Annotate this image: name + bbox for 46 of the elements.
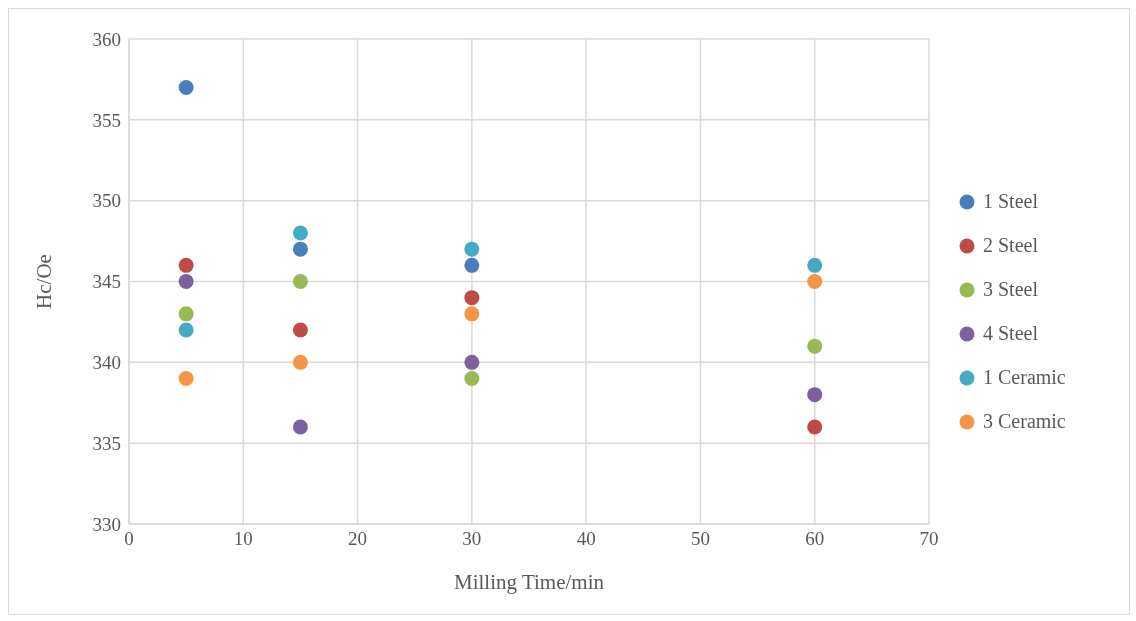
point: [807, 419, 823, 435]
y-axis-title: Hc/Oe: [32, 254, 57, 309]
y-tick-label: 330: [92, 513, 121, 535]
y-tick-label: 340: [92, 352, 121, 374]
x-tick-label: 0: [124, 528, 134, 550]
point: [292, 322, 308, 338]
point: [178, 306, 194, 322]
y-tick-label: 355: [92, 109, 121, 131]
x-tick-label: 40: [576, 528, 596, 550]
point: [464, 257, 480, 273]
point: [292, 225, 308, 241]
x-tick-label: 60: [805, 528, 825, 550]
x-tick-label: 10: [233, 528, 253, 550]
point: [464, 306, 480, 322]
point: [807, 338, 823, 354]
point: [464, 371, 480, 386]
point: [178, 257, 194, 273]
point: [178, 322, 194, 338]
x-tick-label: 20: [348, 528, 368, 550]
y-tick-label: 335: [92, 432, 121, 454]
point: [464, 241, 480, 257]
legend-label: 1 Steel: [983, 190, 1038, 213]
x-tick-label: 30: [462, 528, 482, 550]
x-tick-label: 70: [919, 528, 939, 550]
point: [178, 274, 194, 289]
point: [292, 274, 308, 289]
point: [807, 274, 823, 289]
y-tick-label: 345: [92, 271, 121, 293]
point: [464, 290, 480, 306]
point: [178, 371, 194, 386]
y-tick-label: 360: [92, 28, 121, 50]
point: [807, 257, 823, 273]
legend-label: 2 Steel: [983, 234, 1038, 257]
point: [292, 354, 308, 370]
point: [178, 80, 194, 95]
legend-label: 3 Steel: [983, 278, 1038, 301]
point: [807, 387, 823, 403]
point: [292, 419, 308, 435]
legend-label: 3 Ceramic: [983, 410, 1066, 433]
point: [292, 241, 308, 257]
point: [464, 354, 480, 370]
x-axis-title: Milling Time/min: [454, 570, 605, 594]
x-tick-label: 50: [690, 528, 710, 550]
y-tick-label: 350: [92, 190, 121, 212]
legend-label: 1 Ceramic: [983, 366, 1066, 389]
legend-label: 4 Steel: [983, 322, 1038, 345]
